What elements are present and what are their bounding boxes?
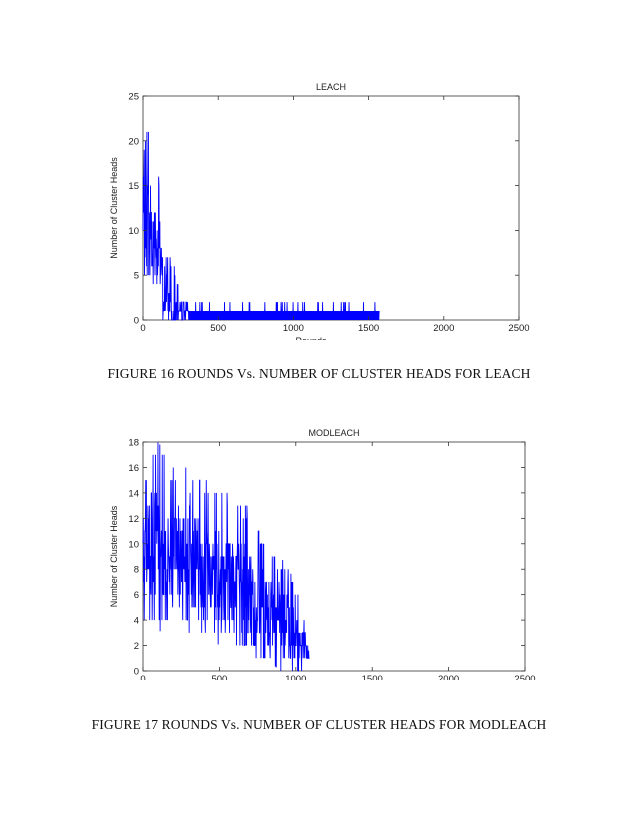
- x-tick-label: 1000: [285, 674, 306, 680]
- y-tick-label: 10: [128, 226, 139, 237]
- y-tick-label: 18: [128, 438, 139, 449]
- leach-chart: LEACH 0 500 1000 1500 2000 2500 0 5 10 15 20 25 Round…: [0, 70, 638, 340]
- leach-chart-svg: LEACH 0 500 1000 1500 2000 2500 0 5 10 15 20 25 Round…: [109, 82, 530, 340]
- y-tick-label: 0: [134, 667, 139, 678]
- y-tick-label: 10: [128, 539, 139, 550]
- x-tick-label: 2000: [433, 323, 454, 334]
- x-tick-label: 0: [140, 674, 145, 680]
- y-tick-label: 5: [134, 271, 139, 282]
- x-tick-label: 1000: [283, 323, 304, 334]
- figure-17-caption: FIGURE 17 ROUNDS Vs. NUMBER OF CLUSTER H…: [91, 717, 547, 732]
- chart-title: LEACH: [316, 82, 346, 92]
- y-tick-label: 0: [134, 316, 139, 327]
- series-line: [142, 131, 380, 321]
- y-tick-label: 12: [128, 514, 139, 525]
- y-axis-label: Number of Cluster Heads: [109, 505, 119, 607]
- plot-area: [142, 95, 520, 321]
- y-tick-label: 20: [128, 136, 139, 147]
- y-tick-label: 15: [128, 181, 139, 192]
- y-tick-label: 16: [128, 463, 139, 474]
- figure-16-caption: FIGURE 16 ROUNDS Vs. NUMBER OF CLUSTER H…: [107, 366, 531, 381]
- modleach-chart-svg: MODLEACH 0 500 1000 1500 2000 2500 0 2 4 6 8 10 12 14 1…: [109, 428, 536, 680]
- y-tick-label: 8: [134, 565, 139, 576]
- x-tick-label: 2500: [508, 323, 529, 334]
- x-tick-label: 2000: [438, 674, 459, 680]
- y-axis-label: Number of Cluster Heads: [109, 157, 119, 259]
- y-tick-label: 14: [128, 488, 139, 499]
- x-tick-label: 2500: [514, 674, 535, 680]
- series-line: [142, 442, 310, 672]
- modleach-chart: MODLEACH 0 500 1000 1500 2000 2500 0 2 4 6 8 10 12 14 1…: [0, 418, 638, 680]
- x-tick-label: 0: [140, 323, 145, 334]
- chart-title: MODLEACH: [308, 428, 359, 438]
- y-tick-label: 25: [128, 92, 139, 103]
- y-tick-label: 2: [134, 641, 139, 652]
- y-tick-label: 6: [134, 590, 139, 601]
- y-tick-label: 4: [134, 616, 139, 627]
- x-tick-label: 500: [210, 323, 226, 334]
- x-axis-label: Rounds: [295, 336, 327, 340]
- x-tick-label: 500: [211, 674, 227, 680]
- x-tick-label: 1500: [362, 674, 383, 680]
- x-tick-label: 1500: [358, 323, 379, 334]
